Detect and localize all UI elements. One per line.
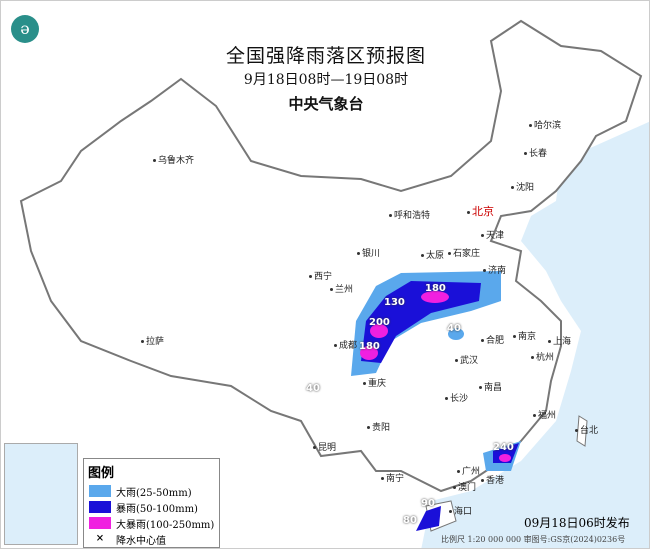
city-label: 武汉: [455, 353, 478, 366]
south-china-sea-inset: [4, 443, 78, 545]
city-label: 天津: [481, 228, 504, 241]
city-label: 石家庄: [448, 246, 480, 259]
city-label: 济南: [483, 263, 506, 276]
city-label: 昆明: [313, 440, 336, 453]
cma-logo: ǝ: [11, 15, 39, 43]
rainstorm-area: [361, 281, 481, 363]
issue-time: 09月18日06时发布: [524, 516, 630, 530]
city-label: 长沙: [445, 391, 468, 404]
city-label: 澳门: [453, 480, 476, 493]
city-label: 成都: [334, 338, 357, 351]
city-label: 南京: [513, 329, 536, 342]
rainstorm-area: [416, 506, 441, 531]
legend-label: 暴雨(50-100mm): [116, 503, 198, 515]
city-label: 海口: [449, 504, 472, 517]
rain-center-value: 130: [384, 297, 405, 308]
rain-center-value: 180: [425, 283, 446, 294]
map-title: 全国强降雨落区预报图: [225, 45, 426, 67]
city-label: 杭州: [531, 350, 554, 363]
city-label: 南昌: [479, 380, 502, 393]
extreme-rain-area: [421, 291, 449, 303]
rain-center-value: 180: [359, 341, 380, 352]
legend-item: 暴雨(50-100mm): [89, 499, 219, 515]
legend-label: 大暴雨(100-250mm): [116, 519, 215, 531]
agency: 中央气象台: [288, 95, 364, 113]
city-label: 拉萨: [141, 334, 164, 347]
rain-center-value: 200: [369, 317, 390, 328]
city-label: 重庆: [363, 376, 386, 389]
city-label: 沈阳: [511, 180, 534, 193]
rain-center-value: 240: [493, 442, 514, 453]
rain-center-value: 80: [403, 515, 417, 526]
city-label: 长春: [524, 146, 547, 159]
city-label: 太原: [421, 248, 444, 261]
legend-label: 大雨(25-50mm): [116, 487, 192, 499]
city-label: 呼和浩特: [389, 208, 430, 221]
sea: [421, 121, 649, 548]
city-label: 北京: [467, 203, 494, 219]
legend: 图例 大雨(25-50mm) 暴雨(50-100mm) 大暴雨(100-250m…: [83, 458, 220, 548]
city-label: 乌鲁木齐: [153, 153, 194, 166]
rain-center-value: 40: [447, 323, 461, 334]
legend-item: 大暴雨(100-250mm): [89, 515, 219, 531]
city-label: 贵阳: [367, 420, 390, 433]
city-label: 香港: [481, 473, 504, 486]
heavy-rain-area: [448, 328, 464, 340]
legend-label: 降水中心值: [116, 535, 166, 547]
city-label: 上海: [548, 334, 571, 347]
legend-item: 大雨(25-50mm): [89, 483, 219, 499]
legend-item: × 降水中心值: [89, 531, 219, 547]
city-label: 西宁: [309, 269, 332, 282]
rain-center-value: 90: [421, 498, 435, 509]
city-label: 广州: [457, 464, 480, 477]
city-label: 银川: [357, 246, 380, 259]
extreme-rain-area: [499, 454, 511, 462]
extreme-rain-area: [360, 346, 378, 360]
city-label: 南宁: [381, 471, 404, 484]
city-label: 福州: [533, 408, 556, 421]
city-label: 兰州: [330, 282, 353, 295]
rain-center-value: 40: [306, 383, 320, 394]
extreme-rain-area: [370, 324, 388, 338]
legend-title: 图例: [88, 466, 115, 481]
rain-areas: [351, 271, 521, 531]
city-label: 合肥: [481, 333, 504, 346]
cross-icon: ×: [95, 533, 105, 544]
forecast-period: 9月18日08时—19日08时: [243, 72, 409, 88]
city-label: 哈尔滨: [529, 118, 561, 131]
city-label: 台北: [575, 423, 598, 436]
scale-note: 比例尺 1:20 000 000 审图号:GS京(2024)0236号: [441, 535, 626, 544]
